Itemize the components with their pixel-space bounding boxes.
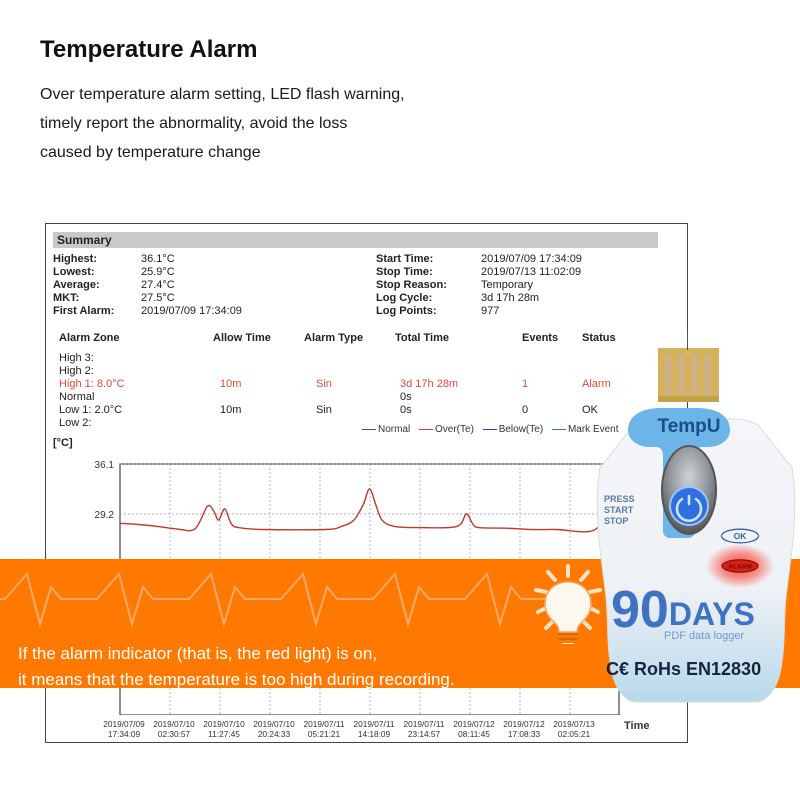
svg-text:OK: OK [734, 531, 748, 541]
svg-text:29.2: 29.2 [95, 510, 115, 521]
svg-text:STOP: STOP [604, 516, 628, 526]
svg-text:C€ RoHs EN12830: C€ RoHs EN12830 [606, 659, 761, 679]
svg-text:ALARM: ALARM [728, 564, 751, 571]
svg-text:PDF data logger: PDF data logger [664, 630, 744, 642]
svg-text:TempU: TempU [658, 416, 721, 437]
svg-text:PRESS: PRESS [604, 494, 635, 504]
svg-text:36.1: 36.1 [95, 460, 115, 471]
svg-text:START: START [604, 505, 634, 515]
